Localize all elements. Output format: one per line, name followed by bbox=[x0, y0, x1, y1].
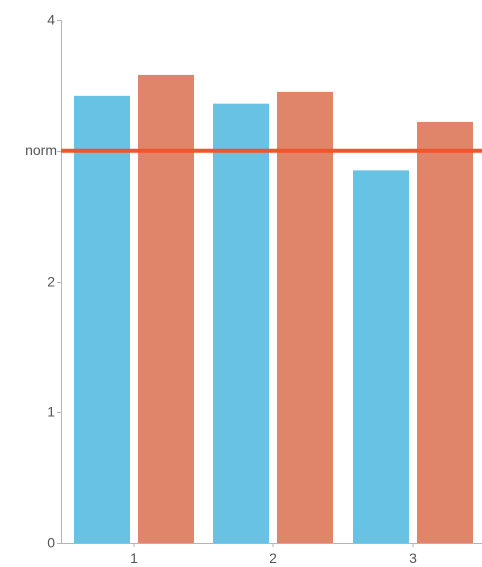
x-tick-label: 3 bbox=[409, 550, 417, 566]
x-axis bbox=[61, 543, 482, 547]
y-axis bbox=[57, 20, 62, 544]
y-tick-label: 4 bbox=[47, 12, 55, 28]
x-tick-label: 2 bbox=[269, 550, 277, 566]
y-tick-label: 2 bbox=[47, 274, 55, 290]
y-tick-label: 1 bbox=[47, 404, 55, 420]
bars-group bbox=[74, 74, 473, 544]
y-tick-label: 0 bbox=[47, 535, 55, 551]
reference-line-label: norm bbox=[25, 142, 57, 158]
bar-cat3-series2 bbox=[417, 121, 473, 544]
bar-cat3-series1 bbox=[353, 170, 409, 544]
bar-cat1-series1 bbox=[74, 95, 130, 544]
bar-cat2-series2 bbox=[277, 91, 333, 543]
x-tick-label: 1 bbox=[130, 550, 138, 566]
bar-cat2-series1 bbox=[213, 103, 269, 544]
labels-group: 0 1 2 4 1 2 3 norm bbox=[25, 12, 417, 567]
bar-cat1-series2 bbox=[138, 74, 194, 543]
